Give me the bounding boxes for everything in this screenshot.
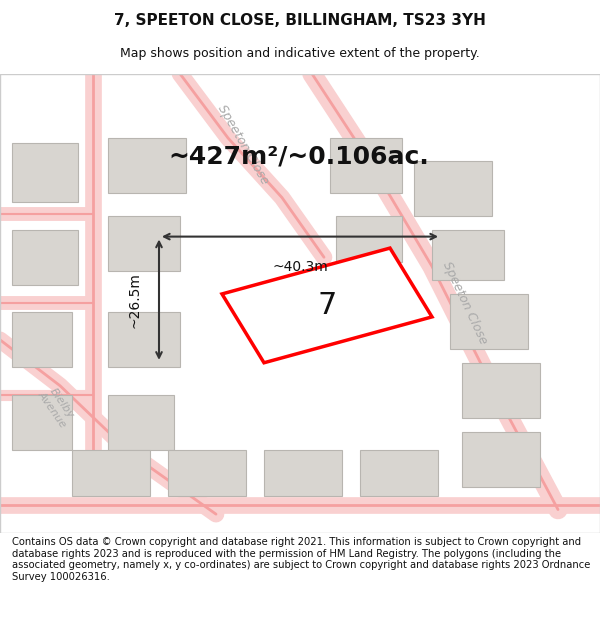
Polygon shape — [330, 138, 402, 193]
Text: ~26.5m: ~26.5m — [127, 272, 141, 328]
Text: 7, SPEETON CLOSE, BILLINGHAM, TS23 3YH: 7, SPEETON CLOSE, BILLINGHAM, TS23 3YH — [114, 13, 486, 28]
Polygon shape — [450, 294, 528, 349]
Polygon shape — [12, 142, 78, 202]
Polygon shape — [12, 312, 72, 368]
Polygon shape — [12, 395, 72, 450]
Polygon shape — [108, 312, 180, 368]
Text: Bielby
Avenue: Bielby Avenue — [36, 383, 78, 430]
Polygon shape — [462, 362, 540, 418]
Polygon shape — [222, 248, 432, 362]
Polygon shape — [432, 230, 504, 280]
Polygon shape — [12, 230, 78, 285]
Polygon shape — [108, 138, 186, 193]
Polygon shape — [108, 216, 180, 271]
Polygon shape — [168, 450, 246, 496]
Polygon shape — [414, 161, 492, 216]
Text: Speeton Close: Speeton Close — [440, 260, 490, 346]
Polygon shape — [462, 432, 540, 487]
Text: 7: 7 — [317, 291, 337, 320]
Polygon shape — [360, 450, 438, 496]
Text: ~427m²/~0.106ac.: ~427m²/~0.106ac. — [168, 144, 429, 168]
Text: ~40.3m: ~40.3m — [272, 259, 328, 274]
Polygon shape — [108, 395, 174, 450]
Polygon shape — [336, 216, 402, 262]
Polygon shape — [264, 450, 342, 496]
Polygon shape — [72, 450, 150, 496]
Text: Map shows position and indicative extent of the property.: Map shows position and indicative extent… — [120, 47, 480, 59]
Text: Speeton Close: Speeton Close — [215, 102, 271, 187]
Text: Contains OS data © Crown copyright and database right 2021. This information is : Contains OS data © Crown copyright and d… — [12, 537, 590, 582]
